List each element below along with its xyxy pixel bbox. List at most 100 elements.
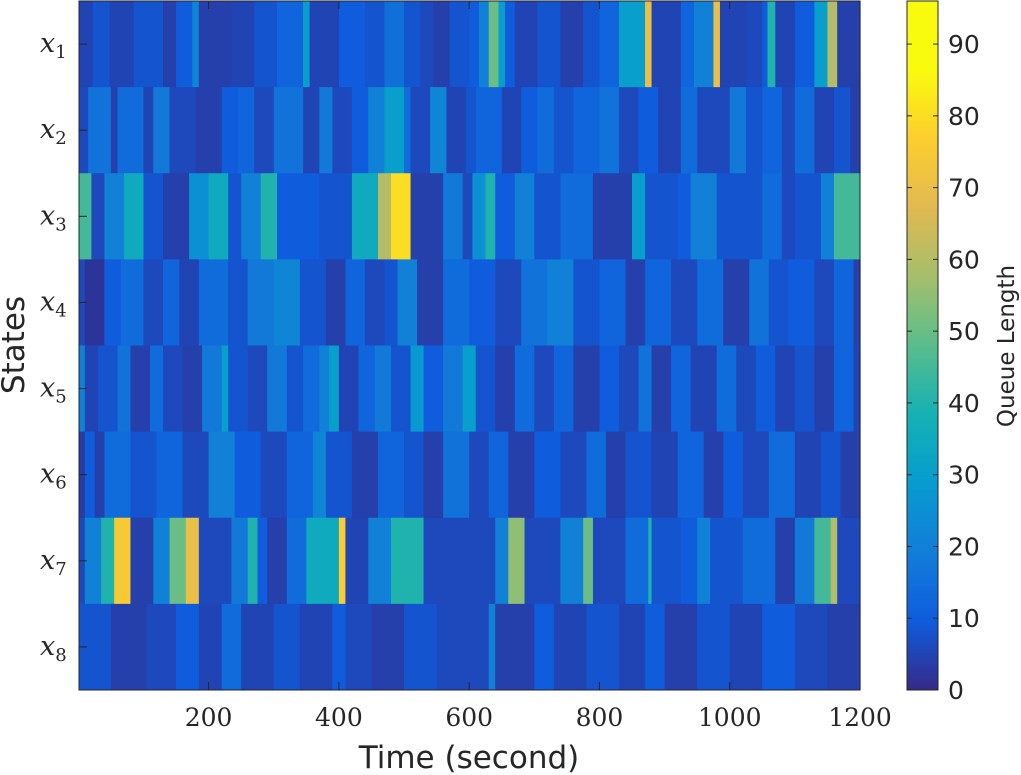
heatmap-cell [553,603,588,691]
heatmap-cell [837,1,861,88]
x-axis-ticks: 200 400 600 800 1000 1200 [185,1,892,732]
heatmap-cell [94,431,105,519]
heatmap-cell [632,173,646,260]
heatmap-cell [182,431,210,519]
heatmap-cell [537,87,555,174]
heatmap-cell [130,517,154,605]
heatmap-cell [195,87,223,174]
heatmap-cell [104,259,122,346]
x-tick-label: 800 [576,703,624,732]
heatmap-cell [153,87,171,174]
heatmap-cell [462,173,474,260]
heatmap-cell [446,87,467,174]
heatmap-cell [163,1,177,88]
heatmap-cell [599,87,620,174]
heatmap-cell [794,1,815,88]
heatmap-cell [156,431,184,519]
heatmap-cell [736,345,757,433]
heatmap-cell [391,517,425,605]
heatmap-cell [338,1,366,88]
heatmap-cell [547,259,574,346]
heatmap-cell [755,345,776,433]
heatmap-cell [794,87,815,174]
y-axis-ticks: x1 x2 x3 x4 x5 x6 x7 x8 [40,28,87,666]
heatmap-cell [592,517,627,605]
heatmap-cell [221,603,242,691]
heatmap-cell [553,87,574,174]
heatmap-cell [514,173,535,260]
heatmap-cell [583,517,594,605]
heatmap-cell [299,603,333,691]
heatmap-cell [241,603,275,691]
heatmap-cell [794,345,815,433]
heatmap-cell [710,517,744,605]
heatmap-cell [338,517,347,605]
heatmap-cell [781,173,796,260]
heatmap-cell [404,1,421,88]
heatmap-cell [840,431,861,519]
heatmap-cell [794,603,829,691]
heatmap-cell [775,517,796,605]
heatmap-cell [814,1,829,88]
heatmap-cell [423,517,496,605]
heatmap-cell [465,87,477,174]
heatmap-cell [814,345,835,433]
heatmap-cell [368,517,392,605]
heatmap-cell [645,259,672,346]
heatmap-cell [508,517,526,605]
heatmap-cell [221,345,229,433]
heatmap-cell [775,345,796,433]
colorbar-tick-label: 80 [948,102,980,131]
heatmap-cell [716,173,763,260]
heatmap-cell [560,431,588,519]
heatmap-cell [749,259,770,346]
heatmap-cell [443,431,470,519]
colorbar [906,0,939,691]
heatmap-cell [671,345,692,433]
heatmap-cell [648,517,653,605]
heatmap-cell [553,345,574,433]
heatmap-cell [377,173,392,260]
heatmap-cell [309,1,340,88]
heatmap-cell [794,517,815,605]
heatmap-cell [651,431,679,519]
heatmap-cell [84,517,102,605]
heatmap-cell [837,517,861,605]
heatmap-cell [114,517,132,605]
heatmap-cell [198,1,233,88]
heatmap-cell [303,1,311,88]
heatmap-cell [827,1,838,88]
heatmap-cell [833,259,855,346]
heatmap-cell [384,259,399,346]
heatmap-cell [762,173,783,260]
heatmap-cell [742,431,770,519]
y-tick-label: x6 [40,459,67,494]
heatmap-cell [719,1,747,88]
heatmap-cell [534,431,561,519]
heatmap-cell [345,517,369,605]
heatmap-cell [109,1,135,88]
x-tick-label: 600 [445,703,493,732]
heatmap-cell [358,345,376,433]
heatmap-cell [521,259,548,346]
heatmap-cell [420,1,434,88]
heatmap-cell [436,603,490,691]
heatmap-cell [237,87,255,174]
heatmap-cell [176,1,193,88]
heatmap-cell [397,259,418,346]
heatmap-cell [495,603,535,691]
heatmap-cell [742,517,776,605]
y-axis-label: States [0,296,32,394]
heatmap-cell [286,517,307,605]
heatmap-cell [91,173,106,260]
heatmap-cell [325,259,347,346]
heatmap-cell [768,431,796,519]
heatmap-cell [498,1,506,88]
heatmap-cell [495,345,516,433]
heatmap-cell [254,87,275,174]
heatmap-cell [404,431,425,519]
heatmap-cell [391,345,412,433]
heatmap-cell [443,173,464,260]
heatmap-cell [495,259,522,346]
heatmap-cell [820,173,835,260]
